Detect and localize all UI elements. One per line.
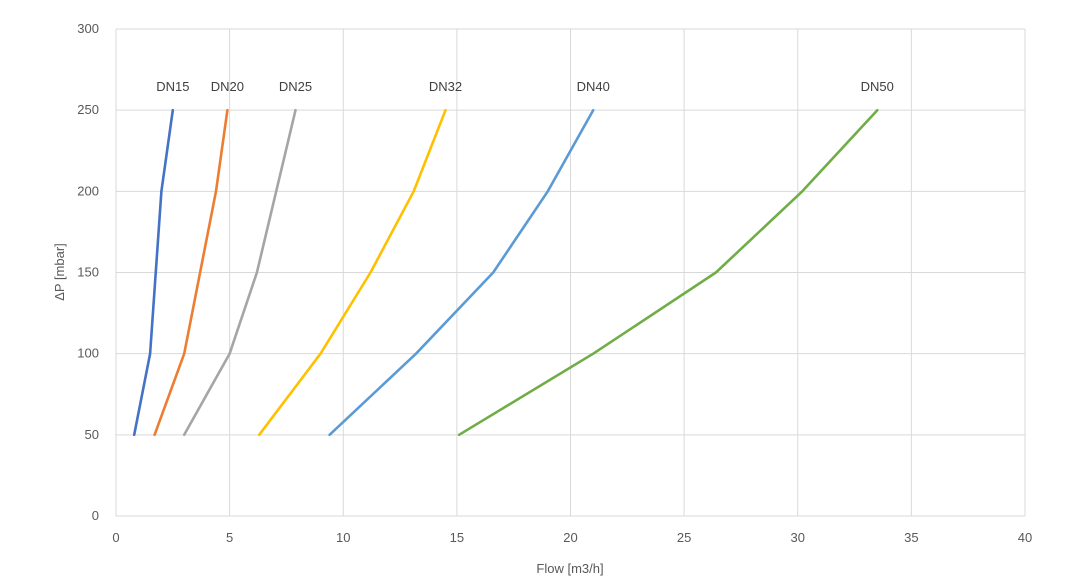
y-tick-label: 150	[77, 265, 99, 280]
series-label-dn50: DN50	[861, 79, 894, 94]
series-line-dn20	[153, 108, 229, 437]
series-labels: DN15 DN20 DN25 DN32 DN40 DN50	[156, 79, 894, 94]
series-label-dn15: DN15	[156, 79, 189, 94]
series-label-dn32: DN32	[429, 79, 462, 94]
x-tick-label: 30	[791, 530, 805, 545]
x-tick-label: 0	[112, 530, 119, 545]
y-tick-label: 100	[77, 346, 99, 361]
series-line-dn25	[182, 108, 297, 437]
series-line-dn15	[132, 108, 175, 437]
y-tick-label: 200	[77, 183, 99, 198]
y-axis-title: ΔP [mbar]	[52, 243, 67, 301]
series-line-dn32	[257, 108, 447, 437]
series-line-dn50	[457, 108, 879, 437]
gridlines	[115, 28, 1026, 517]
series-line-dn40	[328, 108, 595, 437]
y-tick-label: 0	[92, 508, 99, 523]
x-tick-label: 25	[677, 530, 691, 545]
x-tick-label: 35	[904, 530, 918, 545]
y-tick-label: 250	[77, 102, 99, 117]
x-tick-labels: 0 5 10 15 20 25 30 35 40	[112, 530, 1032, 545]
series-label-dn40: DN40	[577, 79, 610, 94]
y-tick-label: 300	[77, 21, 99, 36]
x-tick-label: 20	[563, 530, 577, 545]
x-tick-label: 5	[226, 530, 233, 545]
y-tick-labels: 0 50 100 150 200 250 300	[77, 21, 99, 523]
x-tick-label: 15	[450, 530, 464, 545]
x-axis-title: Flow [m3/h]	[536, 561, 603, 576]
x-tick-label: 10	[336, 530, 350, 545]
series-label-dn25: DN25	[279, 79, 312, 94]
y-tick-label: 50	[85, 427, 99, 442]
x-tick-label: 40	[1018, 530, 1032, 545]
series-layer	[132, 108, 879, 437]
series-label-dn20: DN20	[211, 79, 244, 94]
